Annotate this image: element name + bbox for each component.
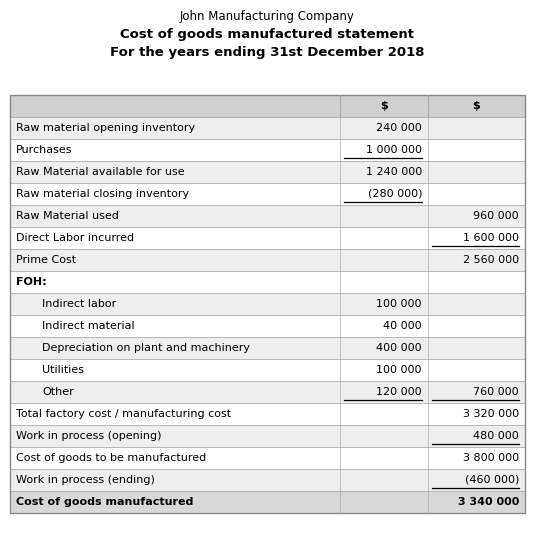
Text: 120 000: 120 000: [377, 387, 422, 397]
Bar: [10, 425, 525, 447]
Bar: [10, 271, 525, 293]
Bar: [10, 293, 525, 315]
Bar: [10, 227, 525, 249]
Bar: [10, 95, 525, 513]
Text: 3 320 000: 3 320 000: [463, 409, 519, 419]
Text: Indirect material: Indirect material: [42, 321, 135, 331]
Text: 40 000: 40 000: [384, 321, 422, 331]
Text: 100 000: 100 000: [377, 365, 422, 375]
Bar: [10, 183, 525, 205]
Text: Raw Material used: Raw Material used: [16, 211, 119, 221]
Text: (280 000): (280 000): [368, 189, 422, 199]
Bar: [10, 315, 525, 337]
Text: Direct Labor incurred: Direct Labor incurred: [16, 233, 134, 243]
Text: 3 340 000: 3 340 000: [457, 497, 519, 507]
Text: Work in process (ending): Work in process (ending): [16, 475, 155, 485]
Bar: [10, 249, 525, 271]
Text: Raw Material available for use: Raw Material available for use: [16, 167, 185, 177]
Text: $: $: [380, 101, 388, 111]
Bar: [10, 491, 525, 513]
Text: 1 600 000: 1 600 000: [463, 233, 519, 243]
Bar: [10, 117, 525, 139]
Text: Depreciation on plant and machinery: Depreciation on plant and machinery: [42, 343, 250, 353]
Text: Utilities: Utilities: [42, 365, 84, 375]
Text: 960 000: 960 000: [473, 211, 519, 221]
Bar: [10, 337, 525, 359]
Bar: [10, 161, 525, 183]
Bar: [10, 95, 525, 117]
Bar: [10, 381, 525, 403]
Text: 100 000: 100 000: [377, 299, 422, 309]
Bar: [10, 139, 525, 161]
Text: Cost of goods to be manufactured: Cost of goods to be manufactured: [16, 453, 207, 463]
Text: Total factory cost / manufacturing cost: Total factory cost / manufacturing cost: [16, 409, 231, 419]
Text: Cost of goods manufactured statement: Cost of goods manufactured statement: [120, 28, 415, 41]
Text: John Manufacturing Company: John Manufacturing Company: [180, 10, 355, 23]
Text: Raw material closing inventory: Raw material closing inventory: [16, 189, 189, 199]
Text: (460 000): (460 000): [464, 475, 519, 485]
Text: Cost of goods manufactured: Cost of goods manufactured: [16, 497, 193, 507]
Text: FOH:: FOH:: [16, 277, 47, 287]
Bar: [10, 359, 525, 381]
Text: $: $: [472, 101, 480, 111]
Text: 1 000 000: 1 000 000: [366, 145, 422, 155]
Bar: [10, 469, 525, 491]
Bar: [10, 447, 525, 469]
Text: 400 000: 400 000: [377, 343, 422, 353]
Text: 240 000: 240 000: [376, 123, 422, 133]
Text: Purchases: Purchases: [16, 145, 73, 155]
Text: For the years ending 31st December 2018: For the years ending 31st December 2018: [110, 46, 425, 59]
Text: 480 000: 480 000: [473, 431, 519, 441]
Bar: [10, 205, 525, 227]
Bar: [10, 403, 525, 425]
Text: 3 800 000: 3 800 000: [463, 453, 519, 463]
Text: Indirect labor: Indirect labor: [42, 299, 116, 309]
Text: 760 000: 760 000: [473, 387, 519, 397]
Text: Other: Other: [42, 387, 74, 397]
Text: Raw material opening inventory: Raw material opening inventory: [16, 123, 195, 133]
Text: 1 240 000: 1 240 000: [366, 167, 422, 177]
Text: 2 560 000: 2 560 000: [463, 255, 519, 265]
Text: Prime Cost: Prime Cost: [16, 255, 76, 265]
Text: Work in process (opening): Work in process (opening): [16, 431, 162, 441]
